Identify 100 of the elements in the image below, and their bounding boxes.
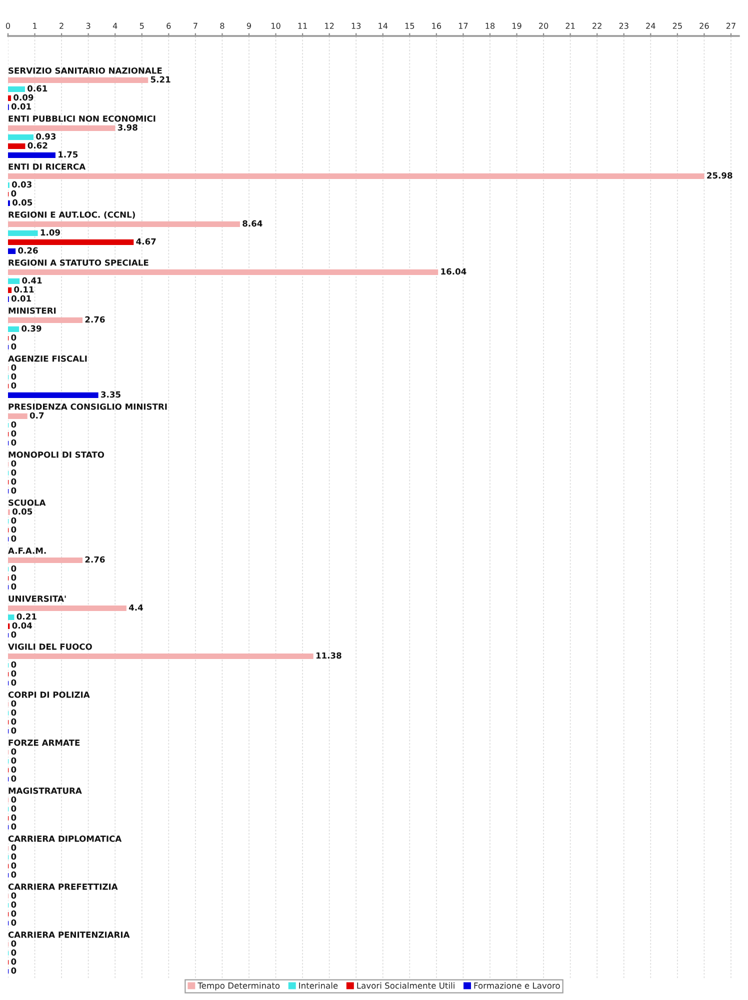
x-tick-label: 9 — [246, 22, 251, 29]
y-tick-label: FORZE ARMATE — [8, 740, 80, 746]
data-label: 0.03 — [12, 181, 32, 188]
data-label: 0 — [11, 958, 16, 965]
x-tick-label: 11 — [298, 22, 307, 29]
data-label: 0 — [11, 478, 16, 485]
data-label: 0 — [11, 814, 16, 821]
data-label: 0 — [11, 844, 16, 851]
data-label: 0 — [11, 796, 16, 803]
data-label: 0 — [11, 364, 16, 371]
data-label: 0 — [11, 565, 16, 572]
x-tick-label: 0 — [6, 22, 10, 29]
y-tick-label: SCUOLA — [8, 500, 46, 506]
y-tick-label: A.F.A.M. — [8, 548, 46, 554]
data-label: 0.62 — [28, 142, 48, 149]
x-tick-label: 4 — [112, 22, 118, 29]
data-label: 16.04 — [441, 268, 466, 275]
x-tick-label: 14 — [378, 22, 388, 29]
y-tick-label: SERVIZIO SANITARIO NAZIONALE — [8, 67, 162, 74]
data-label: 0.05 — [12, 199, 32, 206]
data-label: 0 — [11, 334, 16, 341]
x-tick-label: 7 — [194, 22, 198, 29]
data-label: 0.04 — [12, 622, 32, 629]
y-tick-label: MAGISTRATURA — [8, 788, 82, 794]
x-tick-label: 21 — [566, 22, 575, 29]
x-tick-label: 2 — [60, 22, 64, 29]
x-tick-label: 18 — [486, 22, 495, 29]
data-label: 5.21 — [150, 76, 170, 83]
data-label: 0.05 — [12, 508, 32, 515]
data-label: 0 — [11, 727, 16, 734]
data-label: 1.09 — [40, 229, 60, 236]
x-tick-label: 19 — [512, 22, 522, 29]
data-label: 0 — [11, 766, 16, 773]
y-tick-label: REGIONI E AUT.LOC. (CCNL) — [8, 211, 135, 219]
data-label: 0 — [11, 661, 16, 668]
x-tick-label: 22 — [592, 22, 602, 29]
x-tick-label: 23 — [619, 22, 628, 29]
data-label: 0.11 — [14, 286, 34, 293]
data-label: 0 — [11, 574, 16, 581]
y-tick-label: AGENZIE FISCALI — [8, 355, 87, 362]
data-label: 0 — [11, 949, 16, 956]
data-label: 0 — [11, 517, 16, 524]
data-label: 0 — [11, 919, 16, 926]
y-tick-label: VIGILI DEL FUOCO — [8, 644, 92, 650]
data-label: 0 — [11, 460, 16, 467]
data-label: 0 — [11, 718, 16, 725]
data-label: 25.98 — [707, 172, 732, 179]
data-label: 0.39 — [22, 325, 42, 332]
data-label: 0 — [11, 709, 16, 716]
x-tick-label: 3 — [86, 22, 90, 29]
data-label: 0 — [11, 487, 16, 494]
x-tick-label: 16 — [432, 22, 442, 29]
x-tick-label: 15 — [405, 22, 414, 29]
data-label: 0 — [11, 700, 16, 707]
data-label: 0 — [11, 748, 16, 755]
y-tick-label: ENTI PUBBLICI NON ECONOMICI — [8, 115, 156, 122]
x-tick-label: 13 — [352, 22, 361, 29]
x-tick-label: 12 — [325, 22, 334, 29]
y-tick-label: MINISTERI — [8, 307, 56, 314]
data-label: 0.01 — [11, 295, 32, 302]
data-label: 0 — [11, 343, 16, 350]
data-label: 0 — [11, 382, 16, 389]
data-label: 0 — [11, 679, 16, 686]
data-label: 2.76 — [85, 316, 105, 323]
y-tick-label: ENTI DI RICERCA — [8, 163, 86, 170]
data-label: 0 — [11, 910, 16, 917]
data-label: 0 — [11, 967, 16, 974]
data-label: 0 — [11, 775, 16, 782]
x-tick-label: 6 — [166, 22, 171, 29]
y-tick-label: CARRIERA PREFETTIZIA — [8, 884, 118, 890]
data-label: 0 — [11, 940, 16, 947]
legend-label: Formazione e Lavoro — [474, 982, 560, 989]
data-label: 0.41 — [22, 277, 42, 284]
legend-label: Interinale — [299, 982, 338, 989]
x-tick-label: 1 — [33, 22, 37, 29]
data-label: 0.01 — [11, 103, 32, 110]
legend-label: Tempo Determinato — [198, 982, 280, 990]
data-label: 0 — [11, 805, 16, 812]
data-label: 0 — [11, 631, 16, 638]
y-tick-label: UNIVERSITA' — [8, 596, 66, 602]
x-tick-label: 8 — [220, 22, 224, 29]
x-tick-label: 17 — [458, 22, 468, 29]
data-label: 0 — [11, 421, 16, 428]
x-tick-label: 27 — [726, 22, 736, 29]
data-label: 11.38 — [316, 652, 342, 659]
x-tick-label: 25 — [672, 22, 682, 29]
y-tick-label: CORPI DI POLIZIA — [8, 692, 90, 698]
x-tick-label: 26 — [700, 22, 709, 29]
data-label: 0.7 — [30, 412, 44, 419]
data-label: 0.61 — [28, 85, 48, 92]
data-label: 0 — [11, 535, 16, 542]
data-label: 3.35 — [101, 391, 120, 398]
data-label: 0 — [11, 823, 16, 830]
data-label: 0 — [11, 853, 16, 860]
data-label: 4.67 — [136, 238, 156, 245]
data-label: 0 — [11, 526, 16, 533]
data-label: 0 — [11, 373, 16, 380]
data-label: 0.26 — [18, 247, 38, 254]
data-label: 1.75 — [58, 151, 78, 158]
x-tick-label: 5 — [140, 22, 144, 29]
